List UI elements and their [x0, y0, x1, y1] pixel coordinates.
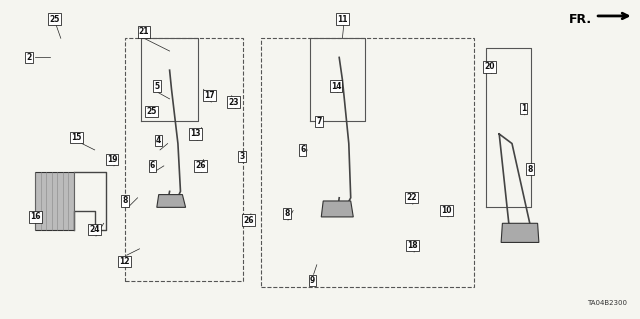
- Text: 17: 17: [205, 91, 215, 100]
- Polygon shape: [157, 195, 186, 207]
- Text: 8: 8: [284, 209, 289, 218]
- Text: 11: 11: [337, 15, 348, 24]
- Text: 21: 21: [139, 27, 149, 36]
- Text: FR.: FR.: [569, 13, 592, 26]
- Text: TA04B2300: TA04B2300: [588, 300, 627, 306]
- Text: 26: 26: [243, 216, 253, 225]
- Text: 19: 19: [107, 155, 117, 164]
- Text: 14: 14: [331, 82, 341, 91]
- Text: 10: 10: [442, 206, 452, 215]
- Polygon shape: [501, 223, 539, 242]
- Text: 18: 18: [408, 241, 418, 250]
- Text: 8: 8: [122, 197, 127, 205]
- Text: 20: 20: [484, 63, 495, 71]
- Text: 24: 24: [90, 225, 100, 234]
- Text: 4: 4: [156, 136, 161, 145]
- Text: 25: 25: [49, 15, 60, 24]
- Text: 2: 2: [26, 53, 31, 62]
- Text: 8: 8: [527, 165, 532, 174]
- Text: 1: 1: [521, 104, 526, 113]
- Polygon shape: [321, 201, 353, 217]
- Text: 15: 15: [72, 133, 82, 142]
- Text: 6: 6: [300, 145, 305, 154]
- Text: 12: 12: [120, 257, 130, 266]
- Text: 16: 16: [30, 212, 40, 221]
- Text: 23: 23: [228, 98, 239, 107]
- Text: 22: 22: [406, 193, 417, 202]
- Text: 7: 7: [316, 117, 321, 126]
- Text: 5: 5: [154, 82, 159, 91]
- Text: 3: 3: [239, 152, 244, 161]
- Text: 25: 25: [147, 107, 157, 116]
- Text: 6: 6: [150, 161, 155, 170]
- Text: 13: 13: [190, 130, 200, 138]
- Text: 26: 26: [195, 161, 205, 170]
- Polygon shape: [35, 172, 74, 230]
- Text: 9: 9: [310, 276, 315, 285]
